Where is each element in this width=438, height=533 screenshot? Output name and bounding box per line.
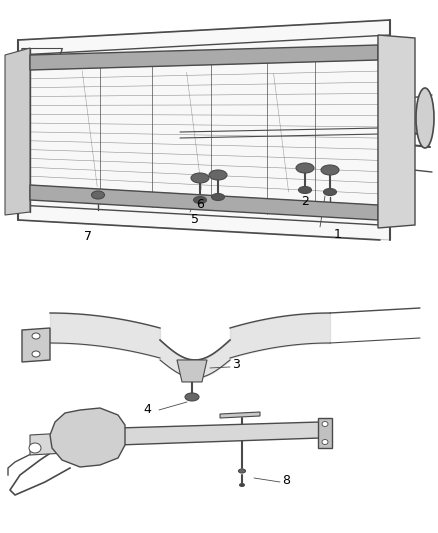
Ellipse shape [32, 351, 40, 357]
Text: 6: 6 [196, 198, 204, 211]
Ellipse shape [209, 170, 227, 180]
Ellipse shape [240, 483, 244, 487]
Polygon shape [318, 418, 332, 448]
Text: 3: 3 [232, 359, 240, 372]
Ellipse shape [32, 333, 40, 339]
Polygon shape [50, 408, 125, 467]
Polygon shape [30, 185, 378, 220]
Ellipse shape [92, 191, 105, 199]
Ellipse shape [324, 189, 336, 196]
Ellipse shape [299, 187, 311, 193]
Text: 5: 5 [191, 213, 199, 226]
Polygon shape [177, 360, 207, 382]
Polygon shape [378, 35, 415, 228]
Ellipse shape [322, 440, 328, 445]
Ellipse shape [239, 469, 246, 473]
Ellipse shape [296, 163, 314, 173]
Ellipse shape [416, 88, 434, 148]
Text: 4: 4 [143, 403, 151, 416]
Ellipse shape [321, 165, 339, 175]
Ellipse shape [322, 422, 328, 426]
Polygon shape [5, 48, 30, 215]
Polygon shape [18, 20, 390, 240]
Text: 7: 7 [84, 230, 92, 243]
Polygon shape [22, 328, 50, 362]
Polygon shape [118, 422, 320, 445]
Polygon shape [30, 45, 378, 70]
Polygon shape [220, 412, 260, 418]
Ellipse shape [185, 393, 199, 401]
Ellipse shape [29, 443, 41, 453]
Polygon shape [30, 430, 120, 455]
Text: 1: 1 [334, 228, 342, 241]
Text: 2: 2 [301, 195, 309, 208]
Ellipse shape [194, 197, 206, 204]
Text: 8: 8 [282, 473, 290, 487]
Ellipse shape [191, 173, 209, 183]
Ellipse shape [212, 193, 225, 200]
